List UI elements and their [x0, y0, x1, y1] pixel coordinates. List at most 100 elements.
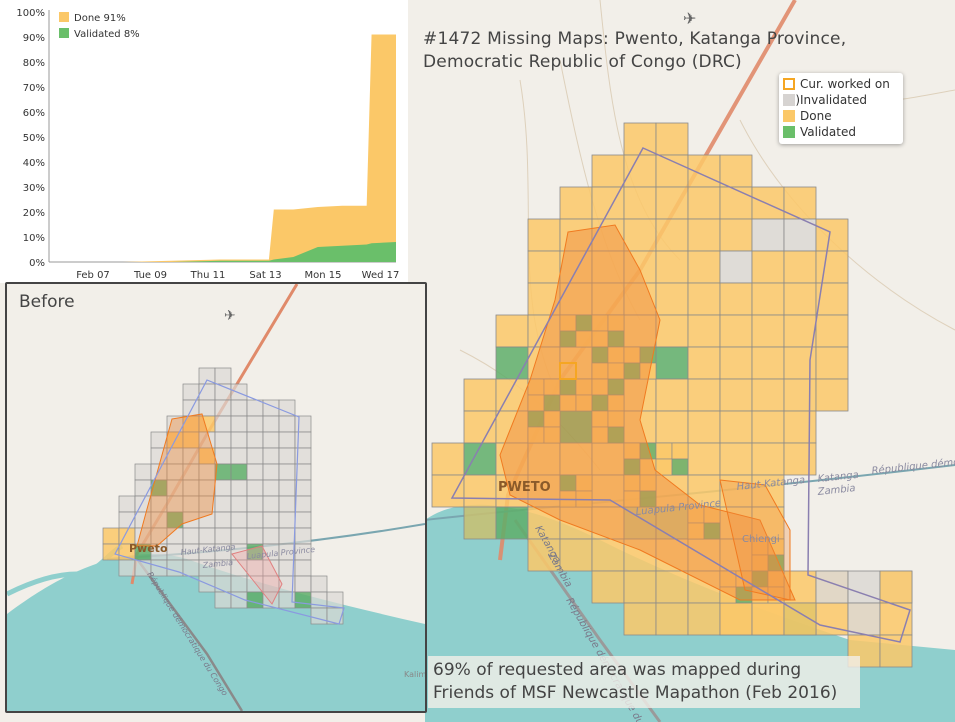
- task-cell[interactable]: [623, 570, 657, 604]
- task-cell[interactable]: [687, 378, 721, 412]
- task-cell[interactable]: [527, 218, 561, 252]
- task-cell[interactable]: [495, 314, 529, 348]
- task-cell[interactable]: [559, 250, 593, 284]
- task-cell[interactable]: [783, 314, 817, 348]
- task-cell[interactable]: [719, 410, 753, 444]
- task-cell[interactable]: [719, 378, 753, 412]
- task-cell[interactable]: [623, 218, 657, 252]
- task-grid[interactable]: [431, 122, 913, 668]
- task-cell[interactable]: [751, 314, 785, 348]
- task-cell[interactable]: [687, 474, 721, 508]
- task-cell[interactable]: [591, 570, 625, 604]
- task-cell[interactable]: [719, 154, 753, 188]
- task-cell[interactable]: [751, 282, 785, 316]
- task-cell[interactable]: [751, 346, 785, 380]
- task-cell[interactable]: [783, 250, 817, 284]
- task-cell[interactable]: [687, 218, 721, 252]
- task-cell[interactable]: [751, 602, 785, 636]
- task-cell[interactable]: [719, 314, 753, 348]
- before-inset-map[interactable]: ✈ Pweto Haut-Katanga Luapula Province Za…: [5, 282, 427, 713]
- task-cell[interactable]: [751, 250, 785, 284]
- task-cell[interactable]: [687, 250, 721, 284]
- task-cell[interactable]: [431, 442, 465, 476]
- task-cell[interactable]: [783, 410, 817, 444]
- task-cell[interactable]: [847, 602, 881, 636]
- task-cell[interactable]: [815, 378, 849, 412]
- task-cell[interactable]: [591, 154, 625, 188]
- task-cell[interactable]: [655, 218, 689, 252]
- task-cell[interactable]: [655, 282, 689, 316]
- task-cell[interactable]: [591, 282, 625, 316]
- task-cell[interactable]: [623, 122, 657, 156]
- task-cell[interactable]: [463, 474, 497, 508]
- task-cell[interactable]: [687, 410, 721, 444]
- task-cell[interactable]: [815, 250, 849, 284]
- task-cell[interactable]: [527, 346, 561, 380]
- task-cell[interactable]: [879, 570, 913, 604]
- task-subcell[interactable]: [655, 442, 673, 460]
- task-cell[interactable]: [751, 410, 785, 444]
- task-cell[interactable]: [815, 218, 849, 252]
- task-cell[interactable]: [655, 154, 689, 188]
- task-cell[interactable]: [527, 538, 561, 572]
- task-cell[interactable]: [655, 378, 689, 412]
- task-cell[interactable]: [559, 186, 593, 220]
- task-cell[interactable]: [655, 122, 689, 156]
- task-cell[interactable]: [591, 218, 625, 252]
- task-cell[interactable]: [495, 410, 529, 444]
- task-subcell[interactable]: [671, 458, 689, 476]
- task-cell[interactable]: [495, 378, 529, 412]
- task-cell[interactable]: [687, 186, 721, 220]
- task-cell[interactable]: [559, 538, 593, 572]
- task-cell[interactable]: [751, 186, 785, 220]
- task-cell[interactable]: [591, 538, 625, 572]
- current-task-cell[interactable]: [559, 362, 577, 380]
- task-cell[interactable]: [655, 250, 689, 284]
- task-subcell[interactable]: [543, 426, 561, 444]
- task-subcell[interactable]: [607, 426, 625, 444]
- task-cell[interactable]: [687, 346, 721, 380]
- task-cell[interactable]: [463, 506, 497, 540]
- task-cell[interactable]: [463, 442, 497, 476]
- task-cell[interactable]: [719, 282, 753, 316]
- task-cell[interactable]: [655, 602, 689, 636]
- task-cell[interactable]: [719, 506, 753, 540]
- task-cell[interactable]: [495, 506, 529, 540]
- task-cell[interactable]: [623, 602, 657, 636]
- task-cell[interactable]: [815, 346, 849, 380]
- task-cell[interactable]: [559, 410, 593, 444]
- task-cell[interactable]: [655, 314, 689, 348]
- task-cell[interactable]: [815, 314, 849, 348]
- task-cell[interactable]: [687, 282, 721, 316]
- task-subcell[interactable]: [639, 490, 657, 508]
- task-cell[interactable]: [719, 186, 753, 220]
- task-cell[interactable]: [751, 218, 785, 252]
- task-cell[interactable]: [655, 570, 689, 604]
- task-cell[interactable]: [751, 442, 785, 476]
- task-cell[interactable]: [527, 250, 561, 284]
- task-cell[interactable]: [751, 378, 785, 412]
- task-cell[interactable]: [719, 602, 753, 636]
- task-cell[interactable]: [879, 634, 913, 668]
- task-subcell[interactable]: [671, 442, 689, 460]
- task-cell[interactable]: [687, 442, 721, 476]
- task-cell[interactable]: [719, 442, 753, 476]
- task-cell[interactable]: [783, 378, 817, 412]
- task-cell[interactable]: [655, 410, 689, 444]
- task-cell[interactable]: [783, 282, 817, 316]
- task-cell[interactable]: [623, 154, 657, 188]
- task-cell[interactable]: [655, 346, 689, 380]
- task-cell[interactable]: [655, 186, 689, 220]
- task-cell[interactable]: [431, 474, 465, 508]
- task-cell[interactable]: [751, 474, 785, 508]
- task-cell[interactable]: [495, 346, 529, 380]
- task-cell[interactable]: [719, 346, 753, 380]
- task-cell[interactable]: [719, 250, 753, 284]
- task-subcell[interactable]: [703, 522, 721, 540]
- task-cell[interactable]: [687, 314, 721, 348]
- task-cell[interactable]: [655, 506, 689, 540]
- task-cell[interactable]: [623, 186, 657, 220]
- task-cell[interactable]: [783, 442, 817, 476]
- task-cell[interactable]: [463, 378, 497, 412]
- task-cell[interactable]: [687, 602, 721, 636]
